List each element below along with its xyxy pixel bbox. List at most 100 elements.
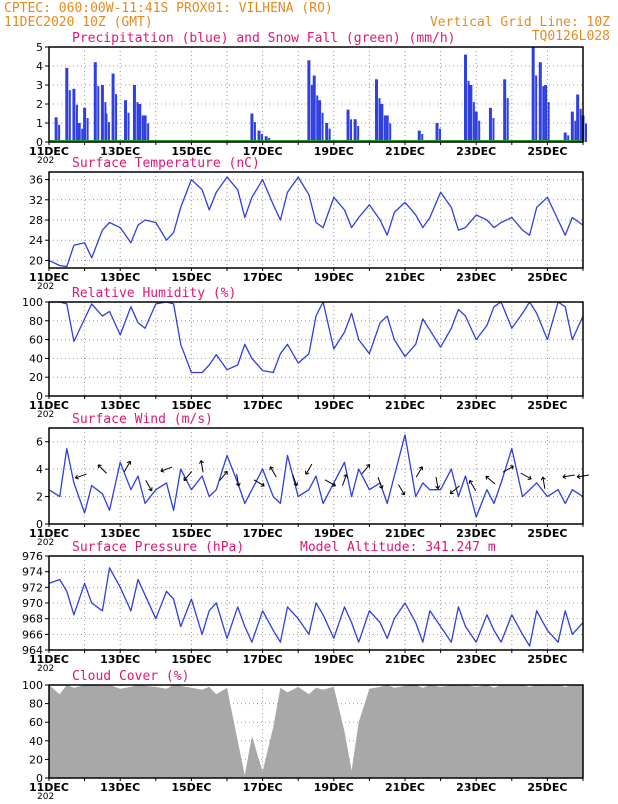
precip-bar bbox=[83, 108, 86, 142]
ytick-label: 20 bbox=[29, 254, 43, 267]
ytick-label: 5 bbox=[36, 41, 43, 54]
precip-bar bbox=[124, 100, 127, 142]
precip-bar bbox=[313, 76, 316, 143]
precip-bar bbox=[144, 115, 147, 142]
xtick-label: 21DEC bbox=[385, 271, 425, 284]
ytick-label: 2 bbox=[36, 98, 43, 111]
precip-bar bbox=[115, 94, 117, 142]
pres-subtitle: Model Altitude: 341.247 m bbox=[300, 540, 496, 555]
year-fragment: 202 bbox=[37, 282, 54, 292]
precip-bar bbox=[318, 100, 321, 142]
precip-bar bbox=[532, 47, 535, 142]
precip-bar bbox=[78, 123, 81, 142]
ytick-label: 968 bbox=[22, 613, 43, 626]
precip-bar bbox=[94, 62, 97, 142]
cloud-area bbox=[49, 685, 583, 778]
ytick-label: 32 bbox=[29, 194, 43, 207]
precip-bar bbox=[507, 98, 509, 142]
wind-arrow bbox=[486, 476, 495, 484]
precip-bar bbox=[112, 74, 115, 142]
precip-bar bbox=[142, 115, 144, 142]
ytick-label: 40 bbox=[29, 352, 43, 365]
xtick-label: 15DEC bbox=[171, 781, 211, 794]
wind-arrow-shaft bbox=[486, 476, 495, 484]
precip-bar bbox=[386, 115, 389, 142]
precip-bar bbox=[254, 122, 256, 142]
ytick-label: 80 bbox=[29, 315, 43, 328]
precip-title: Precipitation (blue) and Snow Fall (gree… bbox=[72, 31, 456, 46]
precip-bar bbox=[542, 86, 544, 142]
xtick-label: 19DEC bbox=[314, 527, 354, 540]
precip-bar bbox=[468, 81, 470, 142]
precip-bar bbox=[574, 121, 576, 142]
xtick-label: 15DEC bbox=[171, 399, 211, 412]
header-grid-line: Vertical Grid Line: 10Z bbox=[430, 15, 610, 30]
ytick-label: 28 bbox=[29, 214, 43, 227]
precip-bar bbox=[535, 76, 537, 143]
xtick-label: 19DEC bbox=[314, 653, 354, 666]
wind-arrow bbox=[270, 467, 276, 477]
header-date: 11DEC2020 10Z (GMT) bbox=[4, 15, 153, 30]
ytick-label: 24 bbox=[29, 234, 43, 247]
pres-title: Surface Pressure (hPa) bbox=[72, 540, 244, 555]
xtick-label: 25DEC bbox=[527, 145, 567, 158]
precip-bar bbox=[108, 122, 110, 142]
ytick-label: 976 bbox=[22, 550, 43, 563]
precip-bar bbox=[58, 125, 60, 142]
precip-bar bbox=[436, 123, 439, 142]
temp-title: Surface Temperature (nC) bbox=[72, 156, 260, 171]
ytick-label: 1 bbox=[36, 117, 43, 130]
wind-arrow bbox=[146, 480, 152, 490]
header-station: CPTEC: 060:00W-11:41S PROX01: VILHENA (R… bbox=[4, 1, 333, 16]
wind-arrow bbox=[436, 477, 440, 489]
precip-bar bbox=[571, 112, 574, 142]
xtick-label: 17DEC bbox=[243, 399, 283, 412]
precip-bar bbox=[347, 110, 350, 142]
precip-bar bbox=[147, 123, 149, 142]
xtick-label: 23DEC bbox=[456, 653, 496, 666]
precip-bar bbox=[72, 89, 75, 142]
xtick-label: 21DEC bbox=[385, 527, 425, 540]
precip-bar bbox=[354, 119, 357, 142]
xtick-label: 19DEC bbox=[314, 145, 354, 158]
precip-bar bbox=[250, 114, 253, 143]
xtick-label: 23DEC bbox=[456, 271, 496, 284]
xtick-label: 25DEC bbox=[527, 527, 567, 540]
ytick-label: 100 bbox=[22, 296, 43, 309]
ytick-label: 974 bbox=[22, 566, 43, 579]
precip-bar bbox=[580, 109, 582, 142]
temp-line bbox=[49, 177, 583, 266]
wind-arrow bbox=[161, 467, 172, 472]
xtick-label: 25DEC bbox=[527, 399, 567, 412]
rh-line bbox=[49, 302, 583, 373]
wind-arrow bbox=[469, 480, 475, 490]
precip-bar bbox=[133, 85, 136, 142]
wind-arrow bbox=[503, 466, 513, 472]
xtick-label: 19DEC bbox=[314, 399, 354, 412]
precip-bar bbox=[76, 105, 78, 142]
precip-bar bbox=[379, 98, 381, 142]
xtick-label: 13DEC bbox=[100, 399, 140, 412]
xtick-label: 17DEC bbox=[243, 271, 283, 284]
xtick-label: 13DEC bbox=[100, 527, 140, 540]
wind-arrow-shaft bbox=[362, 465, 370, 474]
xtick-label: 15DEC bbox=[171, 527, 211, 540]
wind-arrow bbox=[200, 460, 204, 472]
precip-bar bbox=[492, 118, 494, 142]
ytick-label: 60 bbox=[29, 716, 43, 729]
wind-line bbox=[49, 435, 583, 517]
ytick-label: 80 bbox=[29, 698, 43, 711]
precip-bar bbox=[389, 123, 391, 142]
wind-arrow bbox=[398, 485, 404, 495]
xtick-label: 23DEC bbox=[456, 781, 496, 794]
xtick-label: 25DEC bbox=[527, 653, 567, 666]
precip-bar bbox=[65, 68, 68, 142]
precip-bar bbox=[307, 60, 310, 142]
precip-bar bbox=[104, 114, 107, 143]
precip-bar bbox=[357, 126, 359, 142]
